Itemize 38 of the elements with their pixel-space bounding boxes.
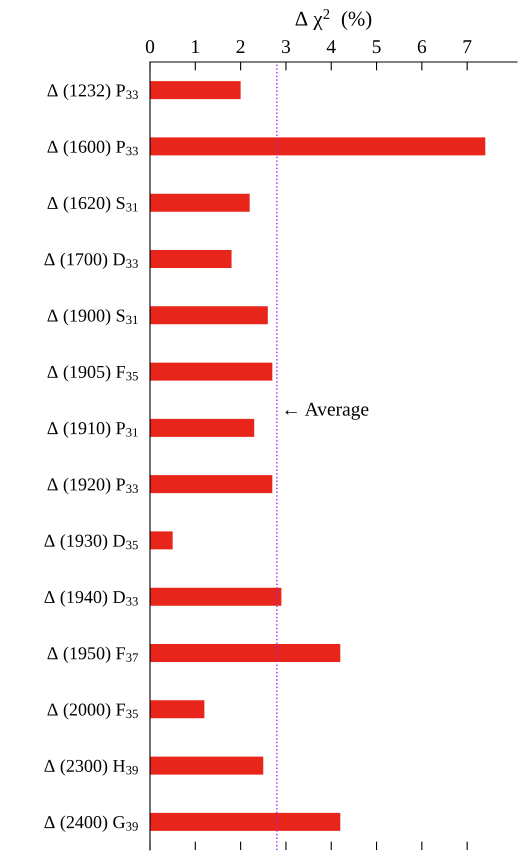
bar	[150, 756, 264, 775]
x-tick-label: 4	[326, 40, 336, 53]
bar	[150, 250, 232, 268]
bar	[150, 418, 254, 437]
y-tick-label: Δ (2300) H$_{39}$	[44, 759, 138, 776]
x-tick-label: 7	[464, 40, 472, 53]
x-tick-label: 3	[282, 40, 290, 54]
x-tick-label: 6	[418, 40, 426, 54]
bar	[150, 475, 272, 494]
y-tick-label: Δ (2000) F$_{35}$	[47, 702, 138, 720]
y-tick-label: Δ (1905) F$_{35}$	[47, 365, 138, 382]
y-tick-label: Δ (1920) P$_{33}$	[47, 478, 138, 494]
y-tick-label: Δ (1940) D$_{33}$	[44, 590, 138, 607]
y-tick-label: Δ (1910) P$_{31}$	[47, 422, 138, 438]
x-axis-title: Δ χ$^{2}$ (%)	[296, 9, 372, 30]
bar	[150, 81, 241, 100]
y-tick-label: Δ (1620) S$_{31}$	[47, 196, 138, 213]
y-tick-label: Δ (1700) D$_{33}$	[44, 252, 138, 270]
y-tick-label: Δ (1900) S$_{31}$	[47, 308, 138, 326]
x-tick-label: 2	[236, 40, 244, 53]
bar	[150, 588, 282, 606]
bar	[150, 362, 272, 381]
bar	[150, 137, 486, 156]
x-tick-label: 5	[372, 40, 381, 54]
x-tick-label: 0	[146, 40, 154, 54]
bar	[150, 531, 173, 550]
bar	[150, 644, 340, 662]
y-tick-label: Δ (1600) P$_{33}$	[47, 140, 138, 156]
bar	[150, 194, 250, 212]
y-tick-label: Δ (1950) F$_{37}$	[47, 646, 138, 664]
bar	[150, 306, 268, 324]
ref-line-label: ← Average	[285, 402, 368, 420]
y-tick-label: Δ (1232) P$_{33}$	[47, 84, 138, 100]
bar	[150, 700, 204, 718]
y-tick-label: Δ (2400) G$_{39}$	[44, 816, 138, 832]
bar	[150, 812, 340, 831]
y-tick-label: Δ (1930) D$_{35}$	[44, 534, 138, 550]
x-tick-label: 1	[192, 40, 200, 53]
